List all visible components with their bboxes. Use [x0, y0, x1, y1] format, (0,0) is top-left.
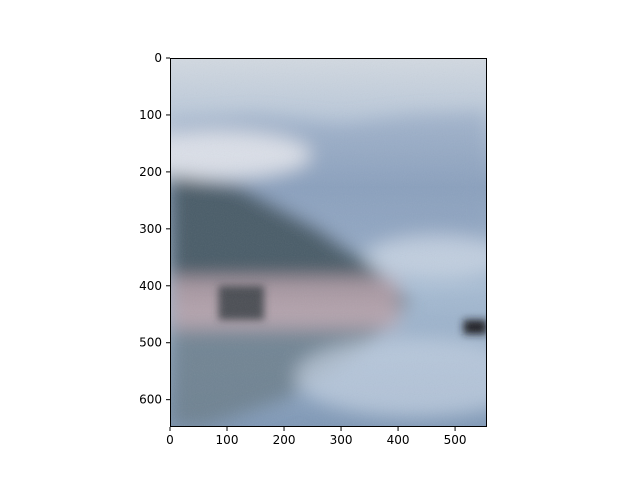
x-axis: 0 100 200 300 400 500 [166, 427, 467, 447]
image-grain [170, 58, 487, 427]
x-tick-label: 400 [387, 433, 410, 447]
x-tick-label: 100 [216, 433, 239, 447]
y-tick-label: 300 [139, 222, 162, 236]
x-tick-label: 200 [273, 433, 296, 447]
y-tick-label: 0 [154, 51, 162, 65]
x-tick-label: 500 [444, 433, 467, 447]
x-tick-label: 0 [166, 433, 174, 447]
y-tick-label: 500 [139, 336, 162, 350]
x-tick-label: 300 [330, 433, 353, 447]
y-tick-label: 100 [139, 108, 162, 122]
lake-image [170, 58, 487, 427]
y-tick-label: 600 [139, 393, 162, 407]
y-tick-label: 400 [139, 279, 162, 293]
plot-frame [170, 58, 487, 427]
y-axis: 0 100 200 300 400 500 600 [139, 51, 170, 407]
y-tick-label: 200 [139, 165, 162, 179]
